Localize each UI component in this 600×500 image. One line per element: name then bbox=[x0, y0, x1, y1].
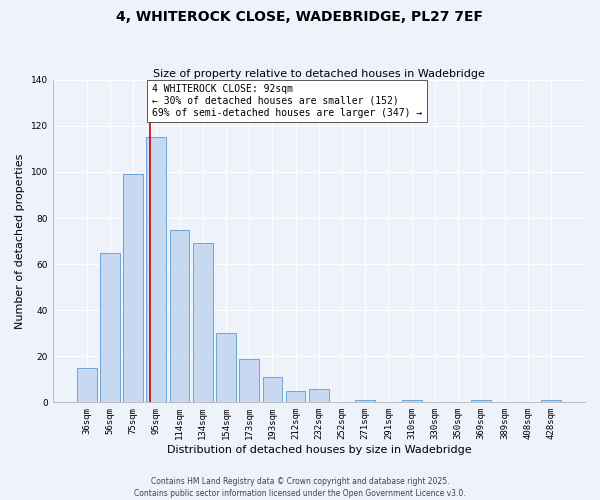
Bar bbox=[263, 377, 282, 402]
X-axis label: Distribution of detached houses by size in Wadebridge: Distribution of detached houses by size … bbox=[167, 445, 471, 455]
Text: 4 WHITEROCK CLOSE: 92sqm
← 30% of detached houses are smaller (152)
69% of semi-: 4 WHITEROCK CLOSE: 92sqm ← 30% of detach… bbox=[152, 84, 422, 117]
Bar bbox=[216, 333, 236, 402]
Bar bbox=[309, 388, 329, 402]
Bar bbox=[541, 400, 561, 402]
Title: Size of property relative to detached houses in Wadebridge: Size of property relative to detached ho… bbox=[153, 69, 485, 79]
Bar bbox=[239, 358, 259, 403]
Y-axis label: Number of detached properties: Number of detached properties bbox=[15, 154, 25, 328]
Bar bbox=[146, 138, 166, 402]
Bar bbox=[100, 252, 120, 402]
Bar bbox=[402, 400, 422, 402]
Text: 4, WHITEROCK CLOSE, WADEBRIDGE, PL27 7EF: 4, WHITEROCK CLOSE, WADEBRIDGE, PL27 7EF bbox=[116, 10, 484, 24]
Bar bbox=[355, 400, 375, 402]
Bar bbox=[77, 368, 97, 402]
Bar bbox=[286, 391, 305, 402]
Bar bbox=[472, 400, 491, 402]
Bar bbox=[123, 174, 143, 402]
Text: Contains HM Land Registry data © Crown copyright and database right 2025.
Contai: Contains HM Land Registry data © Crown c… bbox=[134, 476, 466, 498]
Bar bbox=[170, 230, 190, 402]
Bar bbox=[193, 244, 212, 402]
